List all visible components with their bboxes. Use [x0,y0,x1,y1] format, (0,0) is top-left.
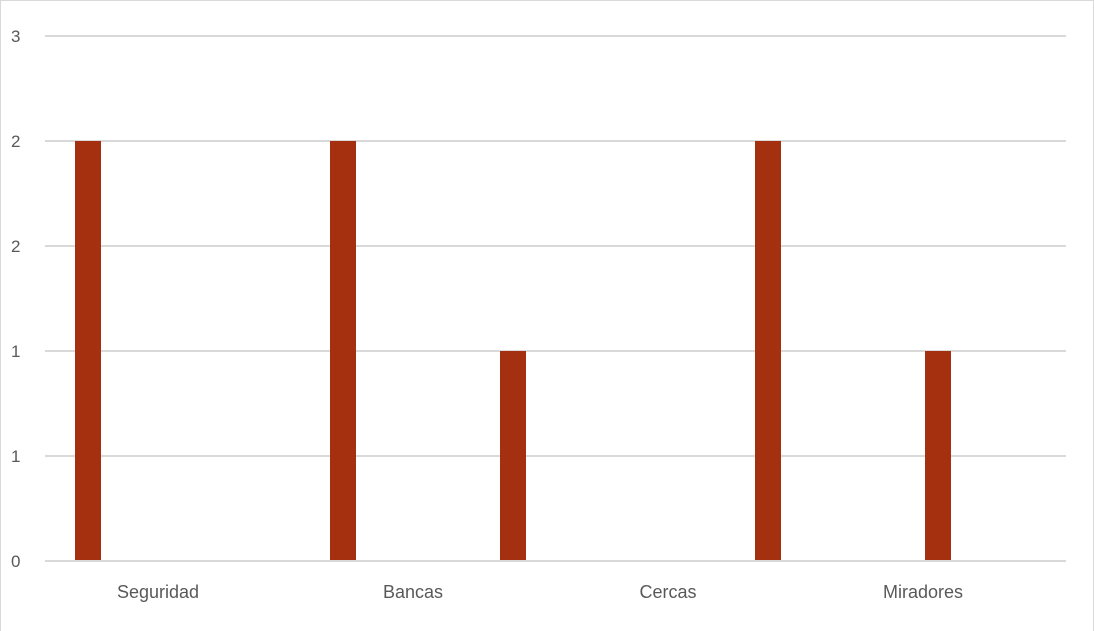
x-axis-category-labels: SeguridadBancasCercasMiradoresPuentesSeñ… [117,582,963,602]
x-category-label: Miradores [883,582,963,602]
y-tick-label: 3 [11,27,20,46]
y-tick-label: 0 [11,552,20,571]
bar [75,141,101,561]
x-category-label: Seguridad [117,582,199,602]
bar [755,141,781,561]
bars [75,141,951,561]
x-category-label: Cercas [639,582,696,602]
x-category-label: Bancas [383,582,443,602]
y-axis-tick-labels: 0 1 1 2 2 3 [11,27,20,571]
y-tick-label: 2 [11,237,20,256]
y-tick-label: 1 [11,447,20,466]
bar [500,351,526,561]
bar [330,141,356,561]
bar [925,351,951,561]
gridlines [45,35,1066,457]
y-tick-label: 1 [11,342,20,361]
y-tick-label: 2 [11,132,20,151]
